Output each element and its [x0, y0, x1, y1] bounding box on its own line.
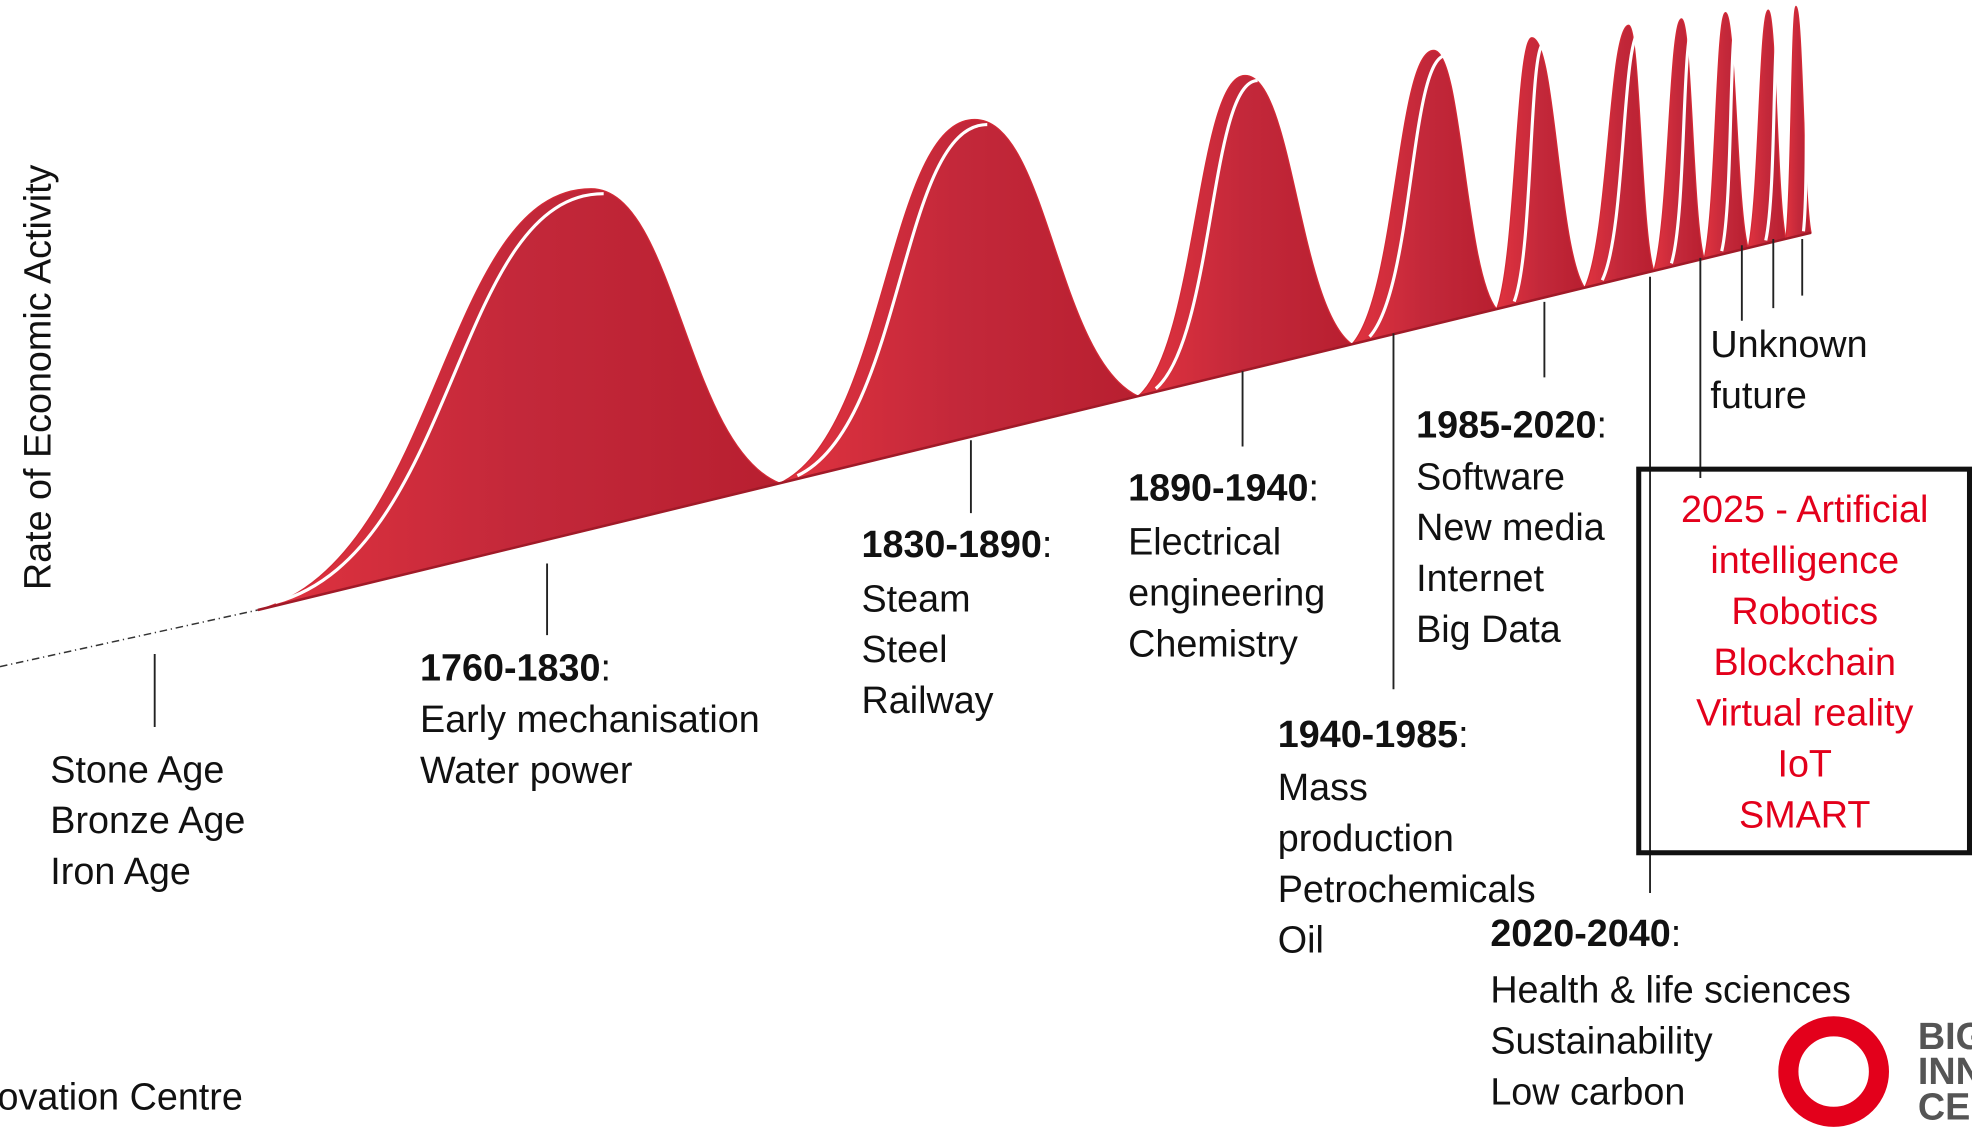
- item: Bronze Age: [50, 799, 245, 841]
- period-heading: 2020-2040:: [1490, 912, 1681, 954]
- item: Low carbon: [1490, 1070, 1685, 1112]
- item: Sustainability: [1490, 1019, 1712, 1061]
- wave: [1748, 10, 1786, 248]
- highlight-item: SMART: [1739, 794, 1870, 836]
- item: Petrochemicals: [1278, 868, 1536, 910]
- period: 1940-1985: [1278, 713, 1458, 755]
- highlight-item: 2025 - Artificial: [1681, 488, 1928, 530]
- wave: [1585, 25, 1654, 288]
- highlight-item: IoT: [1777, 743, 1832, 785]
- period-heading: 1830-1890:: [861, 523, 1052, 565]
- footer: ovation Centre: [0, 1075, 243, 1117]
- item: Oil: [1278, 919, 1324, 961]
- highlight-item: Robotics: [1731, 590, 1878, 632]
- highlight-item: Virtual reality: [1696, 692, 1913, 734]
- period-heading: 1940-1985:: [1278, 713, 1469, 755]
- item: Water power: [420, 749, 632, 791]
- item: Big Data: [1416, 608, 1561, 650]
- logo-ring: [1788, 1026, 1879, 1117]
- period: 1830-1890: [861, 523, 1041, 565]
- wave: [780, 120, 1138, 484]
- colon: :: [1042, 523, 1052, 565]
- highlight-item: intelligence: [1710, 539, 1899, 581]
- period: 1890-1940: [1128, 467, 1308, 509]
- colon: :: [1309, 467, 1319, 509]
- item: Mass: [1278, 766, 1368, 808]
- period: 1760-1830: [420, 646, 600, 688]
- page: {"y_axis_label": "Rate of Economic Activ…: [0, 0, 1972, 1132]
- labels: Stone Age Bronze Age Iron Age 1760-1830: Ear…: [0, 323, 1972, 1127]
- logo-text: CE: [1918, 1085, 1970, 1127]
- item: Steel: [861, 628, 947, 670]
- item: New media: [1416, 506, 1605, 548]
- item: Steam: [861, 577, 970, 619]
- item: engineering: [1128, 572, 1325, 614]
- period-heading: 1890-1940:: [1128, 467, 1319, 509]
- item: Unknown: [1710, 323, 1867, 365]
- item: Internet: [1416, 557, 1544, 599]
- item: Health & life sciences: [1490, 968, 1851, 1010]
- highlight-item: Blockchain: [1714, 641, 1896, 683]
- item: Early mechanisation: [420, 698, 760, 740]
- colon: :: [600, 646, 610, 688]
- y-axis-label: Rate of Economic Activity: [16, 164, 58, 590]
- item: Iron Age: [50, 850, 191, 892]
- colon: :: [1671, 912, 1681, 954]
- wave: [1497, 38, 1585, 309]
- colon: :: [1597, 404, 1607, 446]
- axis-dashed: [0, 610, 258, 667]
- item: Electrical: [1128, 521, 1281, 563]
- item: Railway: [861, 679, 993, 721]
- wave: [1138, 76, 1352, 397]
- item: Stone Age: [50, 748, 224, 790]
- period: 1985-2020: [1416, 404, 1596, 446]
- period-heading: 1985-2020:: [1416, 404, 1607, 446]
- item: future: [1710, 374, 1806, 416]
- item: Software: [1416, 455, 1565, 497]
- item: Chemistry: [1128, 623, 1298, 665]
- diagram: Rate of Economic Activity Stone Age Bronz…: [0, 0, 1972, 1132]
- colon: :: [1458, 713, 1468, 755]
- period-heading: 1760-1830:: [420, 646, 611, 688]
- item: production: [1278, 817, 1454, 859]
- period: 2020-2040: [1490, 912, 1670, 954]
- wave: [1654, 19, 1704, 271]
